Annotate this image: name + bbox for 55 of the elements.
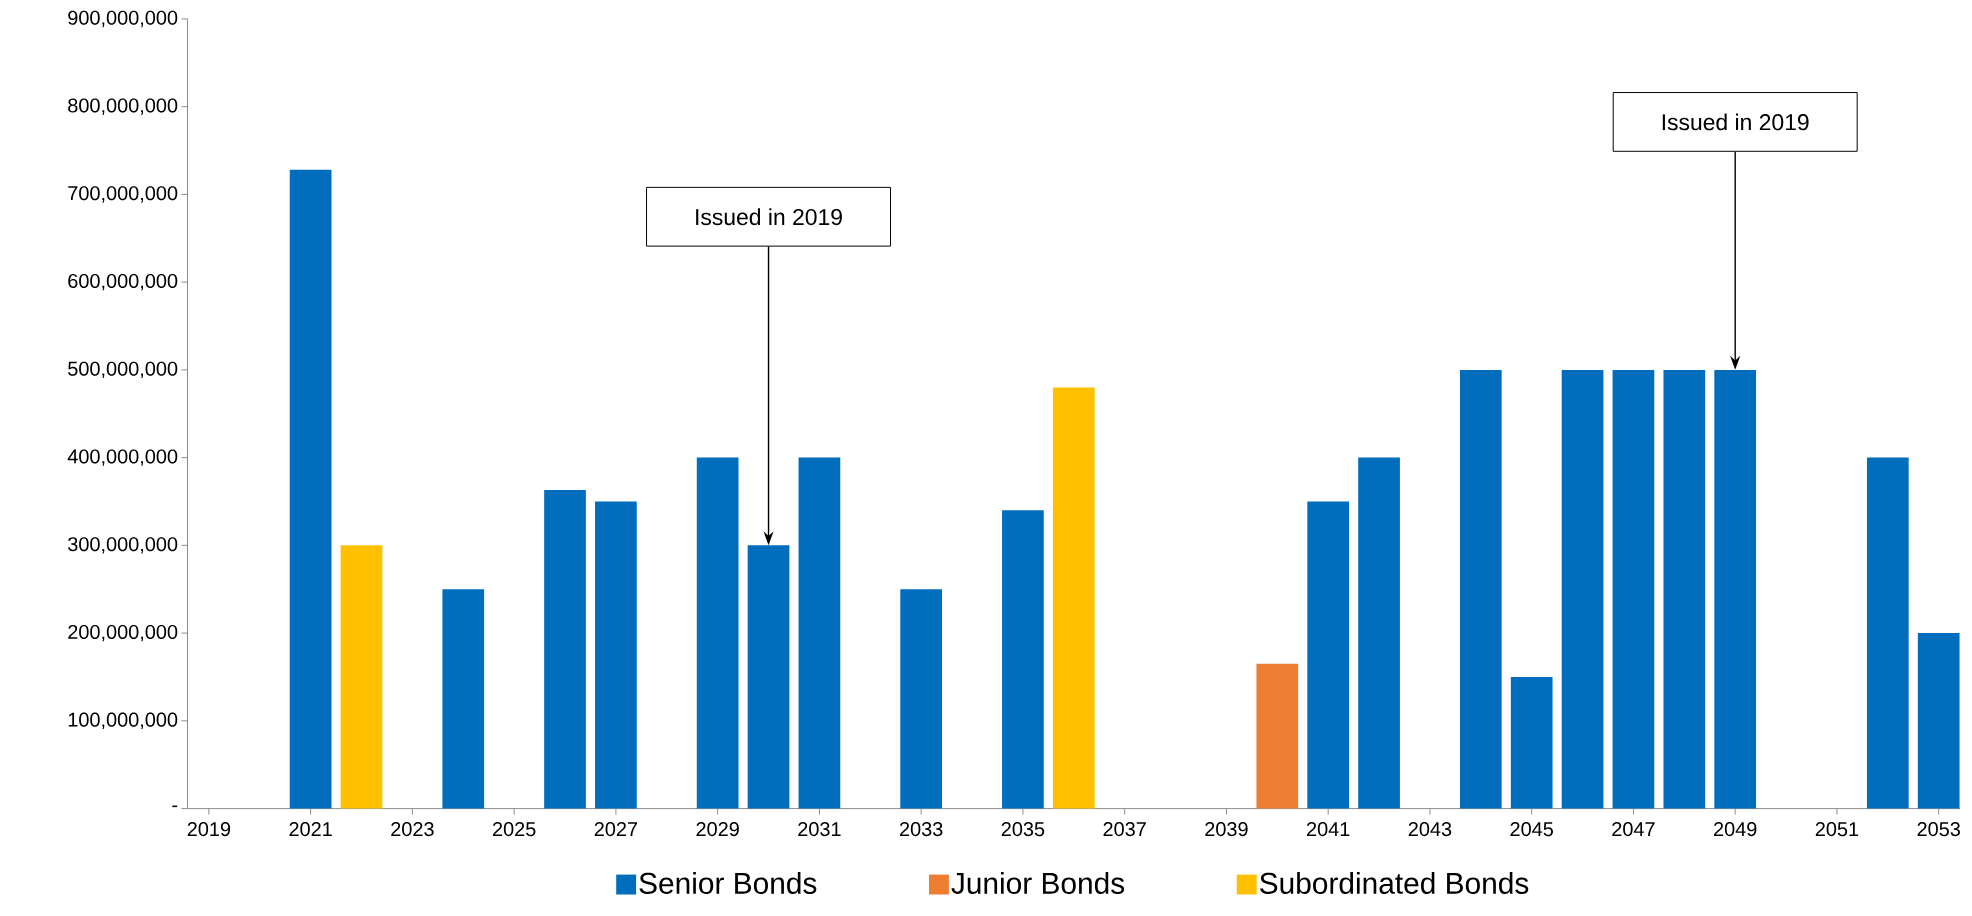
x-tick-label: 2041 [1307, 821, 1350, 837]
annotation: Issued in 2019 [696, 208, 842, 226]
bar [1612, 369, 1655, 809]
y-tick-label: 500,000,000 [68, 361, 178, 379]
x-tick-label: 2021 [289, 821, 332, 837]
y-tick-label: 100,000,000 [68, 712, 178, 730]
y-tick-label: 200,000,000 [68, 624, 178, 642]
bar [1714, 369, 1757, 809]
bar [1663, 369, 1706, 809]
x-tick-label: 2045 [1510, 821, 1553, 837]
x-tick-label: 2039 [1205, 821, 1248, 837]
x-tick-label: 2035 [1001, 821, 1045, 837]
legend-label: Subordinated Bonds [1260, 871, 1529, 894]
x-tick-label: 2037 [1103, 821, 1146, 837]
bar [544, 490, 586, 809]
y-tick-label: 700,000,000 [68, 186, 178, 203]
x-tick-label: 2031 [798, 821, 841, 837]
bar [1307, 501, 1350, 809]
bar [696, 457, 739, 809]
x-tick-label: 2027 [594, 821, 638, 837]
bar [1917, 633, 1960, 809]
y-tick-label: 400,000,000 [67, 449, 178, 466]
bar [340, 545, 383, 809]
bar [747, 545, 790, 809]
x-tick-label: 2047 [1612, 821, 1655, 837]
bar [1866, 457, 1909, 809]
bar [1002, 510, 1044, 809]
x-tick-label: 2051 [1815, 821, 1859, 837]
bar [442, 589, 485, 809]
bar [1052, 387, 1095, 809]
bar [1510, 676, 1553, 809]
bar [289, 169, 332, 809]
bar [595, 501, 637, 809]
legend-label: Junior Bonds [951, 871, 1125, 894]
y-tick-label: 800,000,000 [68, 98, 178, 115]
x-tick-label: 2043 [1408, 821, 1452, 837]
y-tick-label: - [172, 805, 178, 808]
x-tick-label: 2019 [187, 821, 231, 837]
x-tick-label: 2049 [1714, 821, 1757, 837]
bar [798, 457, 841, 809]
x-tick-label: 2029 [696, 821, 739, 837]
x-tick-label: 2033 [900, 821, 943, 837]
y-tick-label: 900,000,000 [68, 10, 178, 28]
x-tick-label: 2025 [492, 821, 536, 837]
legend-label: Senior Bonds [639, 871, 817, 894]
y-tick-label: 600,000,000 [68, 273, 178, 291]
bar [1561, 369, 1604, 809]
x-tick-label: 2023 [391, 821, 434, 837]
bar [1256, 663, 1299, 809]
x-tick-label: 2053 [1917, 821, 1960, 837]
bar [1358, 457, 1400, 809]
bar [1459, 369, 1502, 809]
annotation: Issued in 2019 [1662, 113, 1809, 131]
bar [900, 589, 943, 809]
y-tick-label: 300,000,000 [68, 537, 178, 554]
